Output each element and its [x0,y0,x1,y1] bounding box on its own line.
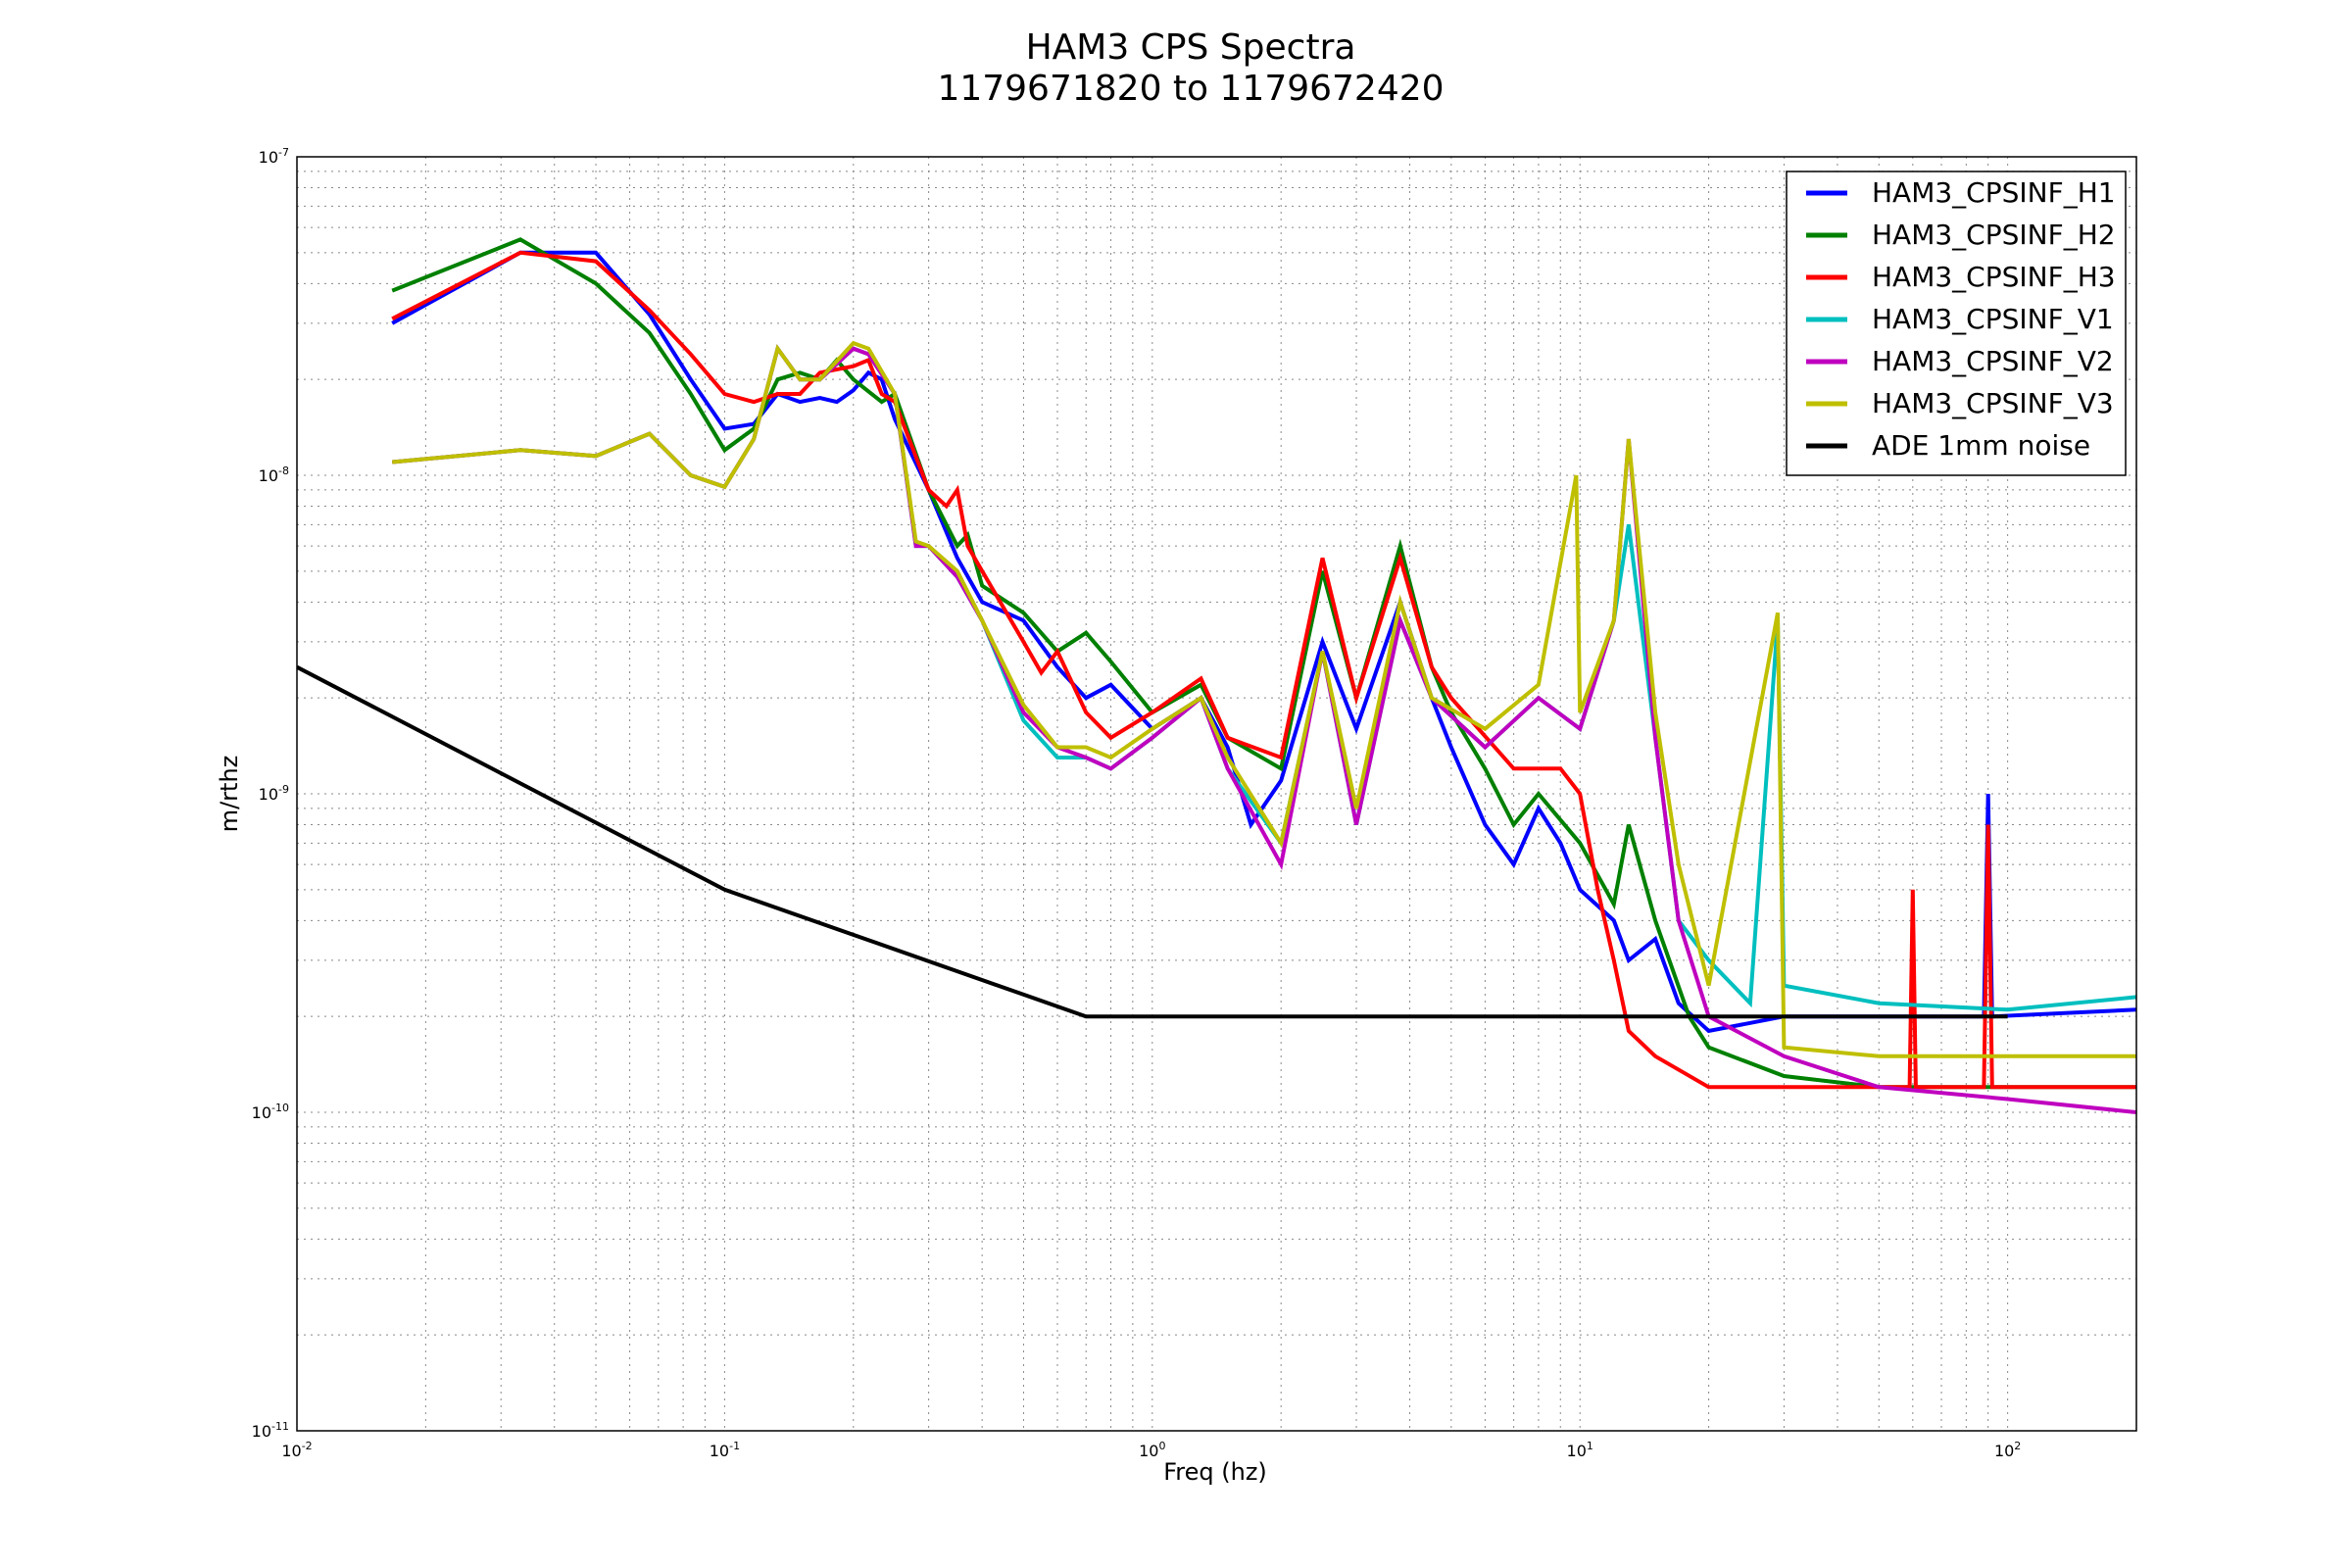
x-tick-label: 10-2 [281,1440,312,1460]
legend-label: HAM3_CPSINF_V2 [1872,345,2114,377]
legend-label: ADE 1mm noise [1872,429,2090,462]
x-tick-label: 101 [1567,1440,1593,1460]
chart-title: HAM3 CPS Spectra [1026,27,1356,68]
series-lines [297,237,2136,1114]
legend-label: HAM3_CPSINF_V1 [1872,303,2114,335]
y-tick-label: 10-7 [259,146,289,167]
x-tick-label: 10-1 [710,1440,740,1460]
series-line-ham3-cpsinf-h1 [391,250,2136,1034]
legend-label: HAM3_CPSINF_V3 [1872,387,2114,419]
y-tick-label: 10-9 [259,783,289,804]
x-tick-label: 100 [1139,1440,1165,1460]
legend: HAM3_CPSINF_H1 HAM3_CPSINF_H2 HAM3_CPSINF_… [1786,171,2127,476]
legend-label: HAM3_CPSINF_H3 [1872,261,2116,293]
x-tick-label: 102 [1994,1440,2021,1460]
series-line-ham3-cpsinf-v3 [392,340,2136,1058]
legend-label: HAM3_CPSINF_H2 [1872,219,2116,251]
x-axis-label: Freq (hz) [1163,1458,1267,1486]
series-line-ade-1mm-noise [297,664,2008,1019]
grid [296,157,2137,1432]
series-line-ham3-cpsinf-h2 [391,237,2136,1090]
plot-frame [296,156,2137,1432]
series-line-ham3-cpsinf-h3 [391,250,2136,1090]
legend-label: HAM3_CPSINF_H1 [1872,176,2116,209]
y-tick-label: 10-10 [252,1102,289,1122]
tick-labels: 10-2 10-1 100 101 102 10-7 10-8 10-9 10-10 10-11 [252,146,2022,1460]
y-axis-label: m/rthz [216,756,243,833]
y-tick-label: 10-8 [259,465,289,485]
legend-box [1786,171,2127,476]
y-tick-label: 10-11 [252,1420,289,1441]
chart-subtitle: 1179671820 to 1179672420 [937,69,1444,109]
